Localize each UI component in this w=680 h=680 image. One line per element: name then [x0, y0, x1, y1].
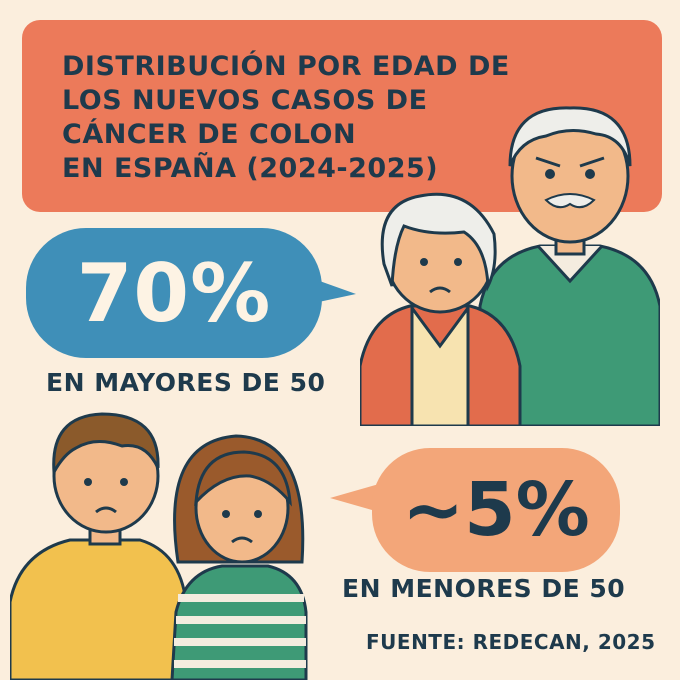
source-note: FUENTE: REDECAN, 2025	[366, 630, 656, 654]
older-stat-bubble: 70%	[26, 228, 322, 358]
younger-stat-bubble: ~5%	[372, 448, 620, 572]
elderly-couple-illustration	[360, 106, 660, 426]
title-line-1: DISTRIBUCIÓN POR EDAD DE	[62, 51, 510, 82]
title-line-2: LOS NUEVOS CASOS DE	[62, 85, 428, 116]
younger-stat-caption: EN MENORES DE 50	[342, 574, 626, 603]
title-line-4: EN ESPAÑA (2024-2025)	[62, 153, 439, 184]
title: DISTRIBUCIÓN POR EDAD DE LOS NUEVOS CASO…	[62, 50, 510, 186]
younger-stat-value: ~5%	[402, 467, 590, 553]
young-couple-illustration	[10, 412, 308, 680]
older-stat-value: 70%	[76, 246, 272, 340]
older-stat-caption: EN MAYORES DE 50	[46, 368, 326, 397]
title-line-3: CÁNCER DE COLON	[62, 119, 357, 150]
